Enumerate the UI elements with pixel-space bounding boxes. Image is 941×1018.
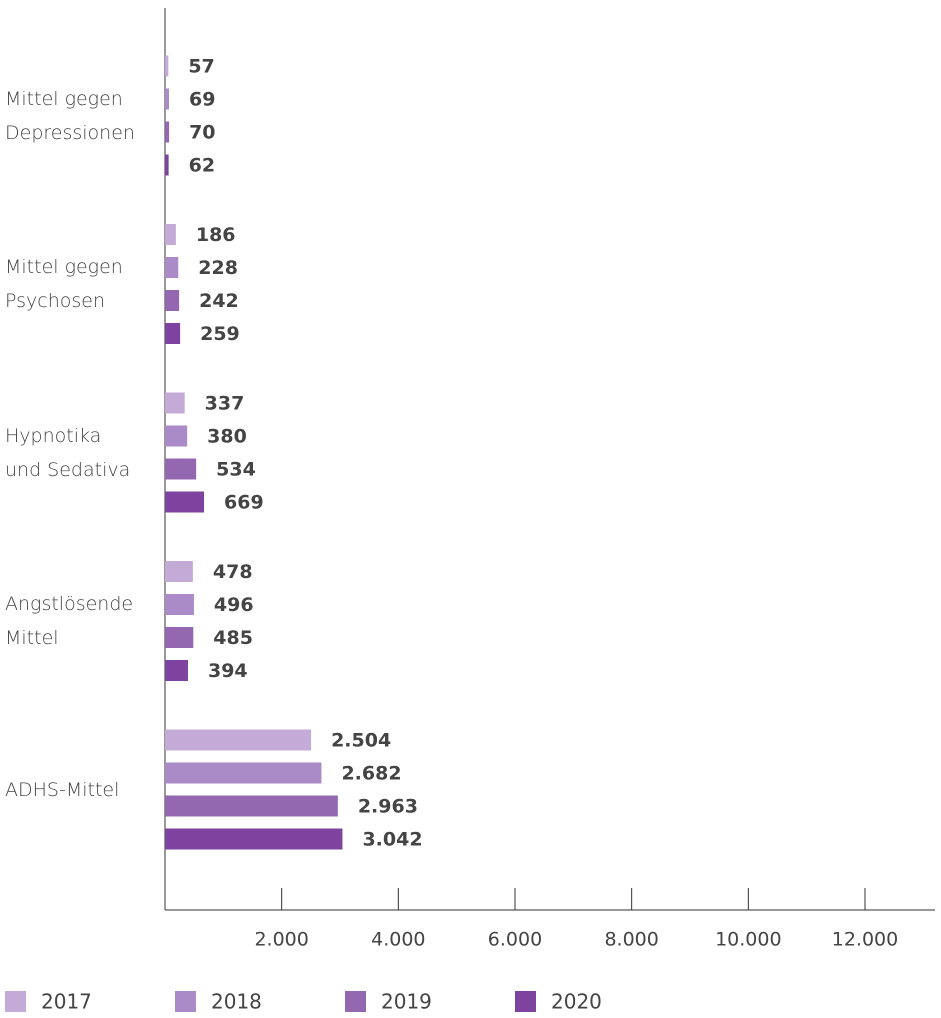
legend-swatch: [515, 991, 536, 1012]
bar: [165, 729, 312, 751]
legend-label: 2019: [381, 990, 432, 1014]
category-label: Hypnotika und Sedativa: [5, 424, 131, 481]
bar: [165, 795, 338, 817]
x-tick-label: 2.000: [254, 929, 308, 951]
x-tick-label: 6.000: [488, 929, 542, 951]
value-label: 534: [216, 459, 256, 481]
value-label: 2.682: [341, 763, 401, 785]
value-label: 3.042: [362, 829, 422, 851]
value-label: 394: [208, 660, 248, 682]
bar: [165, 392, 185, 414]
bar: [165, 55, 169, 77]
bar: [165, 561, 193, 582]
bar: [165, 491, 205, 513]
x-tick-label: 12.000: [832, 929, 898, 951]
value-label: 242: [199, 290, 239, 312]
value-label: 57: [188, 56, 214, 78]
category-label: Mittel gegen Psychosen: [5, 256, 123, 312]
legend-label: 2020: [551, 990, 602, 1014]
value-label: 70: [189, 122, 215, 144]
value-label: 496: [214, 594, 254, 616]
legend-swatch: [345, 991, 366, 1012]
bar: [165, 154, 169, 176]
bar: [165, 88, 170, 110]
value-label: 485: [213, 627, 253, 649]
bar: [165, 828, 343, 850]
bar: [165, 257, 179, 278]
category-label: Angstlösende Mittel: [5, 593, 134, 649]
value-label: 259: [200, 323, 240, 345]
value-label: 380: [207, 426, 247, 448]
x-tick-label: 10.000: [715, 929, 781, 951]
value-label: 186: [196, 224, 236, 246]
bar: [165, 323, 181, 344]
bar: [165, 121, 170, 143]
bar: [165, 224, 176, 245]
bar: [165, 425, 188, 447]
bar: [165, 290, 180, 311]
bar: [165, 594, 194, 615]
bar: [165, 762, 322, 784]
value-label: 669: [224, 492, 264, 514]
legend-swatch: [5, 991, 26, 1012]
bar: [165, 627, 194, 648]
x-tick-label: 4.000: [371, 929, 425, 951]
bar: [165, 660, 188, 681]
legend-label: 2017: [41, 990, 92, 1014]
value-label: 69: [189, 89, 215, 111]
bar: [165, 458, 197, 480]
value-label: 478: [213, 561, 253, 583]
value-label: 2.963: [358, 796, 418, 818]
legend-label: 2018: [211, 990, 262, 1014]
legend-swatch: [175, 991, 196, 1012]
x-tick-label: 8.000: [604, 929, 658, 951]
category-label: ADHS-Mittel: [5, 778, 120, 801]
value-label: 228: [198, 257, 238, 279]
category-label: Mittel gegen Depressionen: [5, 87, 135, 144]
value-label: 337: [205, 393, 245, 415]
value-label: 62: [189, 155, 215, 177]
value-label: 2.504: [331, 730, 391, 752]
